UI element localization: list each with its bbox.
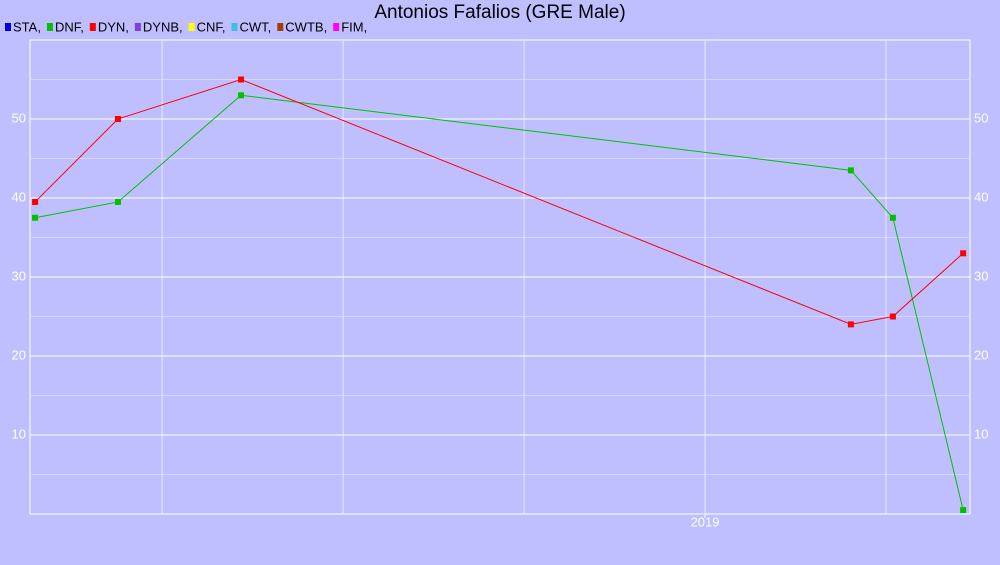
point (847, 321, 854, 328)
legend-swatch (188, 23, 195, 31)
point (238, 76, 245, 83)
point (847, 167, 854, 174)
legend-label: CWTB, (285, 19, 327, 34)
y2-tick-label: 20 (974, 347, 988, 362)
legend-label: DYNB, (143, 19, 183, 34)
point (32, 214, 39, 221)
legend-label: STA, (13, 19, 41, 34)
point (960, 507, 967, 514)
legend-swatch (231, 23, 238, 31)
point (889, 313, 896, 320)
x-tick-label: 2019 (691, 514, 720, 529)
legend-swatch (46, 23, 53, 31)
y2-tick-label: 50 (974, 110, 988, 125)
y-tick-label: 50 (12, 110, 26, 125)
y2-tick-label: 40 (974, 189, 988, 204)
point (114, 116, 121, 122)
legend-label: CWT, (240, 19, 272, 34)
series-line (34, 78, 964, 325)
y-tick-label: 40 (12, 189, 26, 204)
legend-swatch (333, 23, 340, 31)
legend-label: DYN, (98, 19, 129, 34)
series-line (34, 94, 964, 511)
legend-label: DNF, (55, 19, 84, 34)
y2-tick-label: 30 (974, 268, 988, 283)
y-tick-label: 10 (12, 426, 26, 441)
y-tick-label: 30 (12, 268, 26, 283)
point (238, 92, 245, 99)
y-tick-label: 20 (12, 347, 26, 362)
point (114, 198, 121, 205)
legend-label: FIM, (341, 19, 367, 34)
chart-title: Antonios Fafalios (GRE Male) (374, 2, 625, 23)
legend-label: CNF, (197, 19, 226, 34)
legend-swatch (277, 23, 284, 31)
legend-swatch (5, 23, 11, 31)
point (32, 198, 39, 205)
y2-tick-label: 10 (974, 426, 988, 441)
legend-swatch (89, 23, 96, 31)
legend-swatch (134, 23, 141, 31)
point (889, 214, 896, 221)
point (960, 250, 967, 257)
